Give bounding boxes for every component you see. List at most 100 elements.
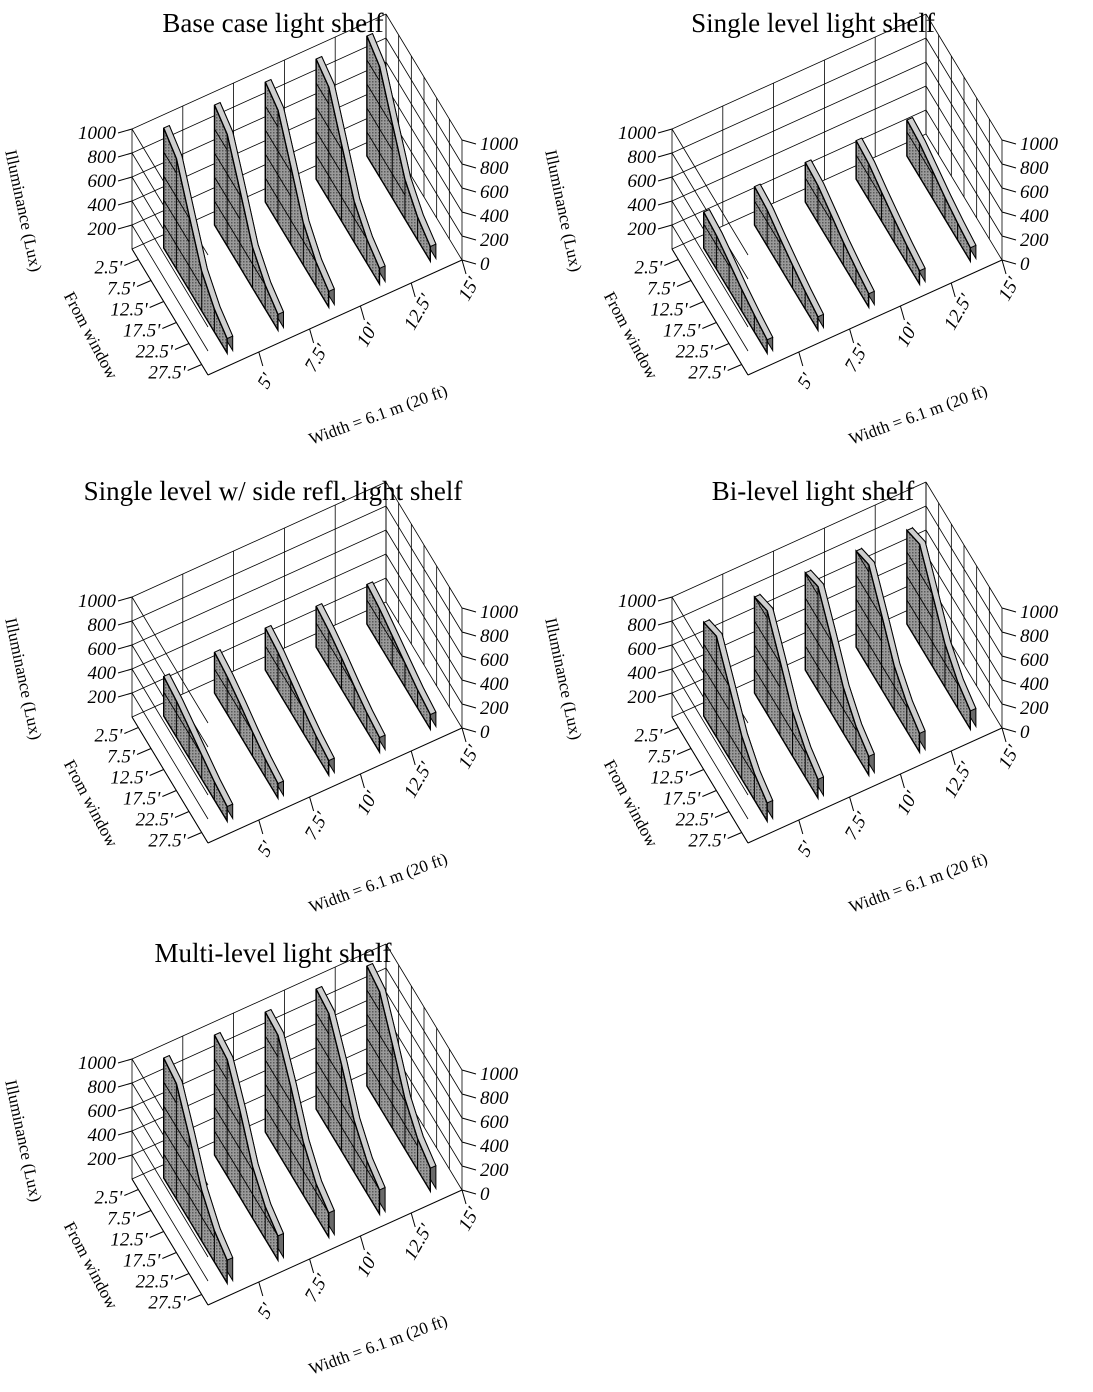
bar-level-line — [703, 643, 730, 687]
z-axis-left: 200 400 600 800 1000 — [78, 591, 133, 708]
depth-tick-label: 2.5' — [95, 726, 124, 747]
floor-edge — [747, 727, 1003, 844]
chart-panel-base-case: Base case light shelf 200 400 600 800 1000 0 20… — [0, 0, 546, 462]
depth-axis: 2.5'7.5'12.5'17.5'22.5'27.5' — [95, 1188, 202, 1314]
bar-level-line — [163, 1081, 177, 1104]
z-tick — [117, 1154, 133, 1160]
bar-level-line — [804, 597, 832, 641]
z-axis-left: 200 400 600 800 1000 — [618, 591, 673, 708]
z-tick — [461, 631, 477, 637]
width-tick — [798, 819, 804, 835]
z-tick-label-right: 600 — [480, 182, 509, 203]
z-tick-label-left: 800 — [628, 147, 657, 168]
depth-tick-label: 22.5' — [136, 1272, 174, 1293]
chart-title: Base case light shelf — [162, 8, 383, 38]
width-tick — [899, 773, 905, 789]
floor-edge — [207, 259, 463, 376]
z-tick — [657, 200, 673, 206]
z-tick — [1001, 259, 1017, 265]
width-axis-label: Width = 6.1 m (20 ft) — [306, 1311, 450, 1379]
depth-tick-label: 27.5' — [688, 831, 726, 852]
width-tick-label: 5' — [794, 369, 819, 392]
width-tick-label: 5' — [254, 369, 279, 392]
z-tick — [1001, 607, 1017, 613]
width-tick-label: 10' — [353, 1249, 383, 1280]
z-tick-label-right: 0 — [480, 722, 490, 743]
width-tick — [309, 796, 315, 812]
z-tick — [1001, 703, 1017, 709]
z-tick-label-right: 600 — [1020, 182, 1049, 203]
left-gridline — [671, 200, 749, 328]
depth-tick-label: 17.5' — [663, 789, 701, 810]
z-tick-label-left: 800 — [88, 615, 117, 636]
left-gridline — [671, 224, 749, 352]
bar-level-line — [264, 153, 292, 197]
depth-tick-label: 7.5' — [647, 747, 676, 768]
width-tick — [849, 796, 855, 812]
right-gridline — [925, 505, 1003, 633]
z-tick — [117, 200, 133, 206]
depth-tick — [174, 1273, 190, 1280]
floor-edge — [131, 248, 209, 376]
width-tick-label: 5' — [254, 1299, 279, 1322]
width-tick-label: 12.5' — [940, 290, 977, 334]
bar-wall-2.5' — [702, 618, 774, 824]
depth-tick-label: 17.5' — [123, 321, 161, 342]
bar-level-line — [264, 1059, 292, 1103]
left-gridline — [671, 692, 749, 820]
bar-level-line — [855, 598, 882, 642]
depth-tick — [162, 1252, 177, 1259]
z-tick — [117, 176, 133, 182]
bar-wall-7.5' — [804, 159, 875, 310]
z-axis-right: 0 200 400 600 800 1000 — [461, 134, 519, 275]
depth-tick-label: 2.5' — [95, 1188, 124, 1209]
chart-svg: Single level w/ side refl. light shelf 20… — [1, 476, 518, 917]
bar-level-line — [163, 199, 190, 243]
z-tick — [461, 259, 477, 265]
back-gridline — [131, 967, 387, 1084]
bar-level-line — [366, 83, 393, 127]
bar-level-line — [366, 1037, 406, 1102]
bar-level-line — [366, 989, 380, 1012]
right-gridline — [925, 13, 1003, 141]
back-gridline — [131, 577, 387, 694]
z-tick-label-left: 800 — [88, 1077, 117, 1098]
back-gridline — [671, 13, 927, 130]
z-tick — [657, 668, 673, 674]
width-tick — [899, 305, 905, 321]
z-tick — [117, 596, 133, 602]
depth-tick-label: 2.5' — [635, 258, 664, 279]
z-tick-label-left: 400 — [88, 1125, 117, 1146]
z-tick-label-right: 0 — [480, 1184, 490, 1205]
z-tick — [117, 692, 133, 698]
z-tick-label-left: 400 — [88, 195, 117, 216]
bar-level-line — [315, 622, 355, 687]
z-tick — [657, 128, 673, 134]
bar-level-line — [214, 1082, 241, 1126]
z-axis-label: Illuminance (Lux) — [1, 616, 45, 741]
back-gridline — [671, 85, 927, 202]
bar-wall-12.5' — [906, 526, 977, 732]
depth-tick — [162, 322, 177, 329]
z-tick — [461, 655, 477, 661]
z-axis-left: 200 400 600 800 1000 — [78, 1053, 133, 1170]
depth-axis: 2.5'7.5'12.5'17.5'22.5'27.5' — [95, 726, 202, 852]
z-tick-label-right: 400 — [480, 206, 509, 227]
z-tick — [117, 668, 133, 674]
bar-level-line — [214, 1130, 279, 1237]
bar-wall-12.5' — [366, 32, 437, 264]
floor-edge — [207, 1189, 463, 1306]
z-axis-left: 200 400 600 800 1000 — [78, 123, 133, 240]
width-tick-label: 15' — [454, 741, 484, 772]
z-tick — [1001, 235, 1017, 241]
left-gridline — [671, 128, 749, 256]
z-tick — [1001, 679, 1017, 685]
floor-edge — [207, 727, 463, 844]
z-tick-label-right: 200 — [1020, 230, 1049, 251]
z-tick — [1001, 211, 1017, 217]
z-tick-label-left: 800 — [628, 615, 657, 636]
bar-level-line — [214, 200, 266, 286]
width-axis: 5' 7.5' 10' 12.5' 15' — [794, 727, 1025, 860]
bar-level-line — [315, 154, 368, 240]
bar-level-line — [163, 223, 203, 288]
